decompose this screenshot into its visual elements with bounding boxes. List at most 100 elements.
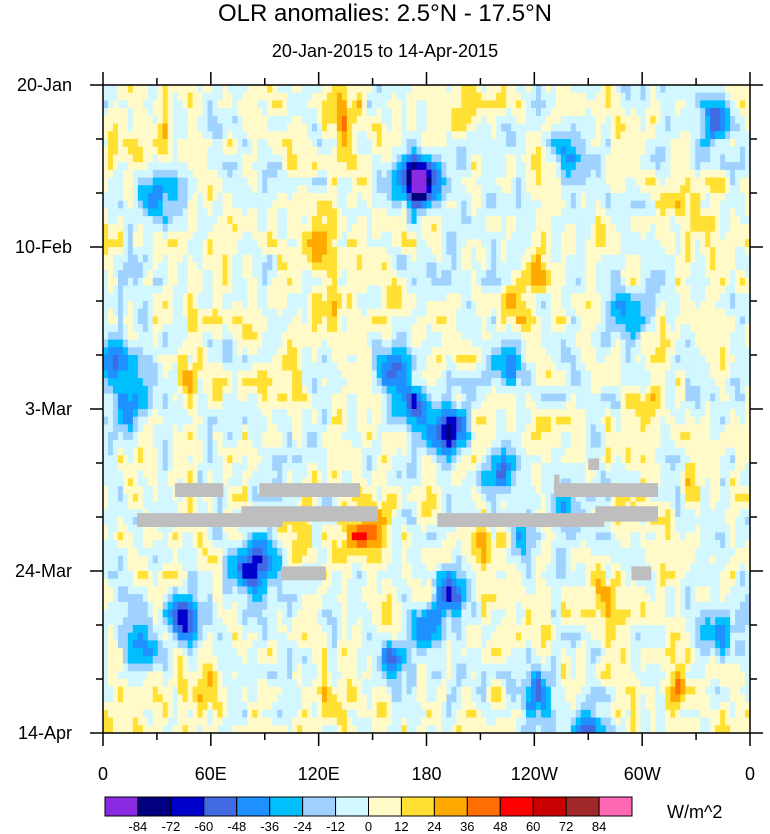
- field-cell: [391, 108, 398, 117]
- field-cell: [436, 231, 443, 240]
- field-cell: [710, 254, 716, 264]
- field-cell: [441, 324, 448, 333]
- field-cell: [227, 185, 233, 194]
- field-cell: [545, 316, 552, 325]
- field-cell: [117, 254, 124, 264]
- field-cell: [157, 347, 164, 356]
- field-cell: [297, 270, 303, 279]
- field-cell: [715, 293, 721, 302]
- field-cell: [167, 223, 174, 233]
- field-cell: [610, 362, 617, 372]
- field-cell: [366, 347, 373, 356]
- field-cell: [720, 123, 726, 132]
- field-cell: [351, 239, 358, 248]
- field-cell: [730, 270, 736, 279]
- field-cell: [620, 277, 627, 287]
- field-cell: [416, 339, 423, 348]
- field-cell: [302, 146, 308, 156]
- field-cell: [496, 331, 502, 341]
- field-cell: [107, 131, 114, 140]
- field-cell: [317, 247, 323, 256]
- field-cell: [197, 100, 204, 109]
- field-cell: [446, 177, 452, 186]
- field-cell: [351, 301, 358, 310]
- field-cell: [640, 200, 647, 210]
- field-cell: [297, 92, 303, 102]
- field-cell: [321, 146, 328, 156]
- field-cell: [272, 301, 278, 310]
- field-cell: [575, 285, 582, 294]
- field-cell: [645, 108, 652, 117]
- field-cell: [575, 355, 582, 364]
- field-cell: [371, 100, 378, 109]
- field-cell: [535, 331, 542, 341]
- field-cell: [222, 223, 229, 233]
- field-cell: [162, 301, 169, 310]
- field-cell: [356, 270, 363, 279]
- field-cell: [585, 223, 592, 233]
- field-cell: [317, 200, 323, 210]
- field-cell: [665, 370, 671, 379]
- field-cell: [496, 370, 502, 379]
- field-cell: [187, 154, 194, 163]
- field-cell: [227, 139, 233, 148]
- field-cell: [416, 185, 423, 194]
- field-cell: [217, 146, 224, 156]
- field-cell: [521, 277, 527, 287]
- field-cell: [127, 277, 134, 287]
- field-cell: [431, 277, 438, 287]
- field-cell: [535, 193, 542, 202]
- field-cell: [257, 347, 263, 356]
- field-cell: [381, 262, 388, 271]
- field-cell: [272, 378, 278, 387]
- field-cell: [545, 262, 552, 271]
- field-cell: [615, 92, 622, 102]
- field-cell: [227, 370, 233, 379]
- field-cell: [660, 262, 666, 271]
- field-cell: [635, 216, 642, 225]
- field-cell: [540, 254, 547, 264]
- field-cell: [540, 92, 547, 102]
- field-cell: [302, 370, 308, 379]
- field-cell: [132, 146, 139, 156]
- field-cell: [277, 301, 283, 310]
- field-cell: [312, 254, 318, 264]
- field-cell: [600, 131, 607, 140]
- field-cell: [655, 331, 662, 341]
- field-cell: [127, 92, 134, 102]
- field-cell: [112, 324, 119, 333]
- field-cell: [695, 85, 701, 94]
- field-cell: [321, 92, 328, 102]
- field-cell: [610, 193, 617, 202]
- field-cell: [446, 193, 452, 202]
- field-cell: [665, 223, 671, 233]
- field-cell: [446, 123, 452, 132]
- field-cell: [207, 146, 214, 156]
- field-cell: [381, 200, 388, 210]
- field-cell: [371, 308, 378, 318]
- field-cell: [526, 92, 532, 102]
- field-cell: [152, 108, 159, 117]
- field-cell: [401, 277, 408, 287]
- field-cell: [431, 115, 438, 125]
- field-cell: [451, 262, 457, 271]
- field-cell: [406, 193, 413, 202]
- field-cell: [142, 362, 149, 372]
- field-cell: [267, 100, 273, 109]
- field-cell: [635, 277, 642, 287]
- field-cell: [351, 131, 358, 140]
- field-cell: [610, 293, 617, 302]
- field-cell: [137, 362, 144, 372]
- field-cell: [501, 316, 507, 325]
- field-cell: [575, 169, 582, 179]
- field-cell: [257, 316, 263, 325]
- field-cell: [565, 208, 572, 217]
- field-cell: [107, 108, 114, 117]
- field-cell: [267, 277, 273, 287]
- field-cell: [595, 162, 602, 171]
- field-cell: [187, 85, 194, 94]
- field-cell: [655, 355, 662, 364]
- field-cell: [356, 308, 363, 318]
- field-cell: [351, 139, 358, 148]
- field-cell: [103, 239, 109, 248]
